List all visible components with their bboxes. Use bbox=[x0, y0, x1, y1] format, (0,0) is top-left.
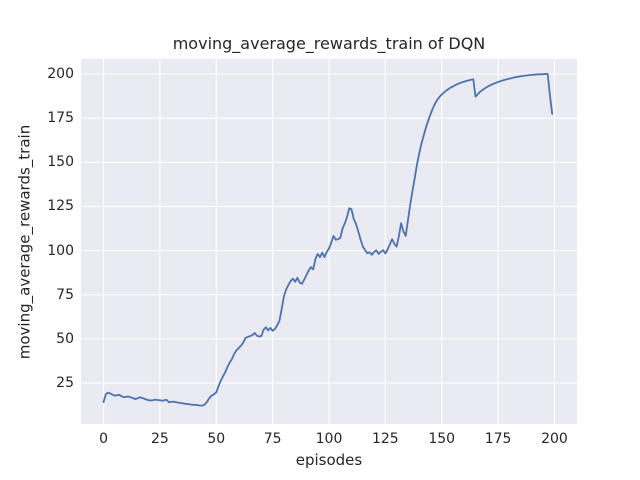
x-tick-label: 100 bbox=[315, 431, 343, 447]
y-tick-label: 100 bbox=[47, 242, 74, 259]
x-tick-label: 75 bbox=[263, 431, 282, 447]
data-line-dqn-moving-average-rewards-(train) bbox=[102, 73, 554, 407]
plot-area bbox=[81, 59, 577, 424]
x-tick-label: 150 bbox=[428, 431, 456, 447]
x-tick-label: 125 bbox=[371, 431, 399, 447]
chart-title: moving_average_rewards_train of DQN bbox=[172, 34, 486, 53]
y-tick-label: 25 bbox=[56, 375, 74, 392]
x-tick-label: 175 bbox=[484, 431, 512, 447]
y-tick-label: 150 bbox=[47, 154, 74, 171]
x-tick-label: 50 bbox=[207, 431, 226, 447]
y-tick-label: 50 bbox=[56, 330, 74, 347]
y-tick-label: 200 bbox=[47, 66, 74, 82]
y-tick-label: 75 bbox=[56, 286, 74, 303]
line-chart-svg bbox=[81, 59, 577, 424]
x-tick-label: 200 bbox=[541, 431, 568, 447]
x-axis-label: episodes bbox=[295, 451, 363, 469]
y-tick-label: 125 bbox=[47, 198, 74, 215]
y-tick-label: 175 bbox=[47, 110, 74, 127]
x-tick-label: 0 bbox=[99, 431, 108, 447]
x-tick-label: 25 bbox=[150, 431, 169, 447]
